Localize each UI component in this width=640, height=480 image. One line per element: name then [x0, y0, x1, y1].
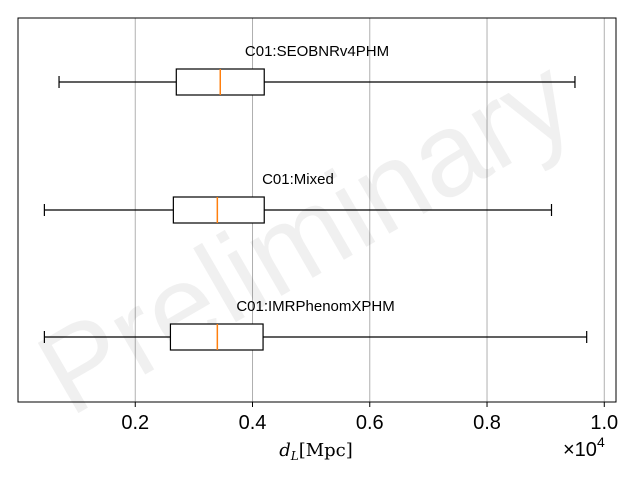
series-label: C01:IMRPhenomXPHM	[236, 298, 394, 315]
x-axis-multiplier-base: ×10	[563, 439, 597, 461]
x-axis-multiplier-exp: 4	[597, 434, 605, 450]
series-label: C01:Mixed	[262, 171, 334, 188]
x-axis-label-main: d	[279, 440, 291, 461]
box-series: C01:Mixed	[43, 171, 553, 224]
watermark: Preliminary	[17, 31, 594, 440]
box-series: C01:IMRPhenomXPHM	[43, 298, 588, 351]
box-iqr	[172, 196, 265, 224]
series-boxes: C01:SEOBNRv4PHM C01:Mixed C01:IMRPhenomXPH…	[43, 43, 588, 351]
plot-frame	[17, 17, 617, 403]
x-tick-label: 0.4	[239, 412, 267, 434]
x-tick-label: 0.8	[473, 412, 501, 434]
x-tick-label: 0.2	[121, 412, 149, 434]
box-series: C01:SEOBNRv4PHM	[58, 43, 576, 96]
x-axis-ticks: 0.2 0.4 0.6 0.8 1.0	[121, 402, 618, 434]
x-axis-label: dL[Mpc]	[279, 440, 353, 463]
x-axis-label-sub: L	[290, 449, 299, 463]
x-tick-label: 0.6	[356, 412, 384, 434]
x-axis-multiplier: ×104	[563, 434, 605, 461]
x-tick-label: 1.0	[590, 412, 618, 434]
x-axis-label-unit: [Mpc]	[299, 440, 353, 461]
series-label: C01:SEOBNRv4PHM	[245, 43, 389, 60]
